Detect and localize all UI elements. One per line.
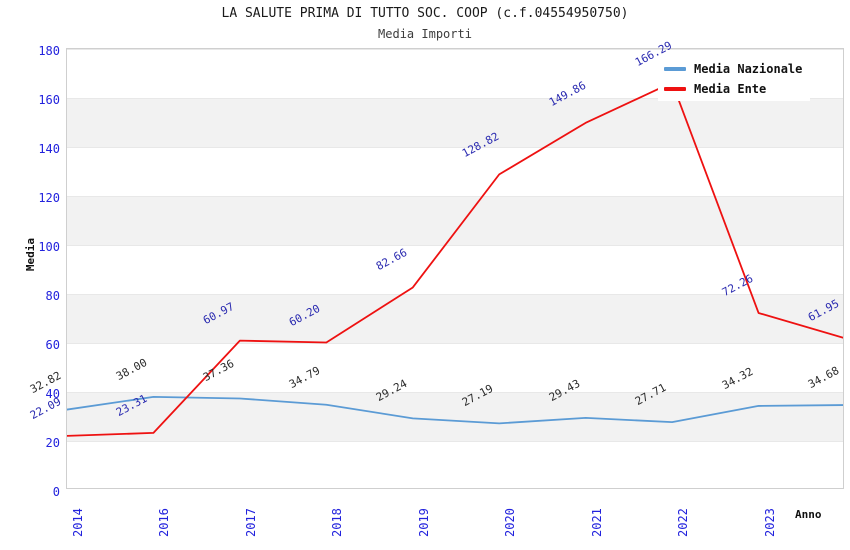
gridline — [67, 245, 843, 246]
x-axis-title: Anno — [795, 508, 822, 521]
y-tick-label: 120 — [38, 191, 60, 205]
plot-band — [67, 392, 843, 441]
y-tick-label: 40 — [45, 387, 60, 401]
legend-label-media-nazionale: Media Nazionale — [694, 62, 803, 76]
y-tick-label: 20 — [45, 436, 60, 450]
x-tick-label: 2016 — [157, 508, 172, 537]
gridline — [67, 441, 843, 442]
y-tick-label: 140 — [38, 142, 60, 156]
plot-band — [67, 294, 843, 343]
y-tick: 0 — [0, 481, 60, 500]
y-tick: 180 — [0, 40, 60, 59]
chart-subtitle: Media Importi — [378, 27, 472, 41]
series-line-media-nazionale — [67, 395, 843, 425]
plot-area — [66, 48, 844, 489]
x-tick-label: 2020 — [503, 508, 518, 537]
x-tick-label: 2021 — [589, 508, 604, 537]
y-tick: 140 — [0, 138, 60, 157]
gridline — [67, 392, 843, 393]
y-tick: 120 — [0, 187, 60, 206]
y-tick: 60 — [0, 334, 60, 353]
chart-title: LA SALUTE PRIMA DI TUTTO SOC. COOP (c.f.… — [221, 6, 629, 21]
gridline — [67, 98, 843, 99]
x-tick-label: 2019 — [416, 508, 431, 537]
legend-item-media-nazionale[interactable]: Media Nazionale — [664, 62, 802, 76]
plot-band — [67, 98, 843, 147]
gridline — [67, 294, 843, 295]
y-tick-label: 80 — [45, 289, 60, 303]
legend-swatch-media-ente — [664, 87, 686, 91]
x-tick-label: 2018 — [330, 508, 345, 537]
x-tick-label: 2023 — [762, 508, 777, 537]
legend-label-media-ente: Media Ente — [694, 82, 767, 96]
gridline — [67, 196, 843, 197]
gridline — [67, 49, 843, 50]
x-tick-label: 2014 — [71, 508, 85, 537]
legend-item-media-ente[interactable]: Media Ente — [664, 82, 802, 96]
gridline — [67, 147, 843, 148]
y-tick-label: 100 — [38, 240, 60, 254]
x-tick-label: 2017 — [243, 508, 258, 537]
y-tick-label: 160 — [38, 93, 60, 107]
gridline — [67, 343, 843, 344]
y-tick: 20 — [0, 432, 60, 451]
y-tick-label: 60 — [45, 338, 60, 352]
y-tick-label: 180 — [38, 44, 60, 58]
chart-legend: Media Nazionale Media Ente — [658, 58, 811, 101]
plot-band — [67, 196, 843, 245]
x-tick-label: 2022 — [676, 508, 691, 537]
y-tick: 40 — [0, 383, 60, 402]
legend-swatch-media-nazionale — [664, 67, 686, 71]
y-tick: 100 — [0, 236, 60, 255]
series-lines — [67, 81, 843, 437]
series-line-media-ente — [67, 81, 843, 437]
y-tick: 160 — [0, 89, 60, 108]
y-tick: 80 — [0, 285, 60, 304]
y-tick-label: 0 — [52, 485, 60, 499]
